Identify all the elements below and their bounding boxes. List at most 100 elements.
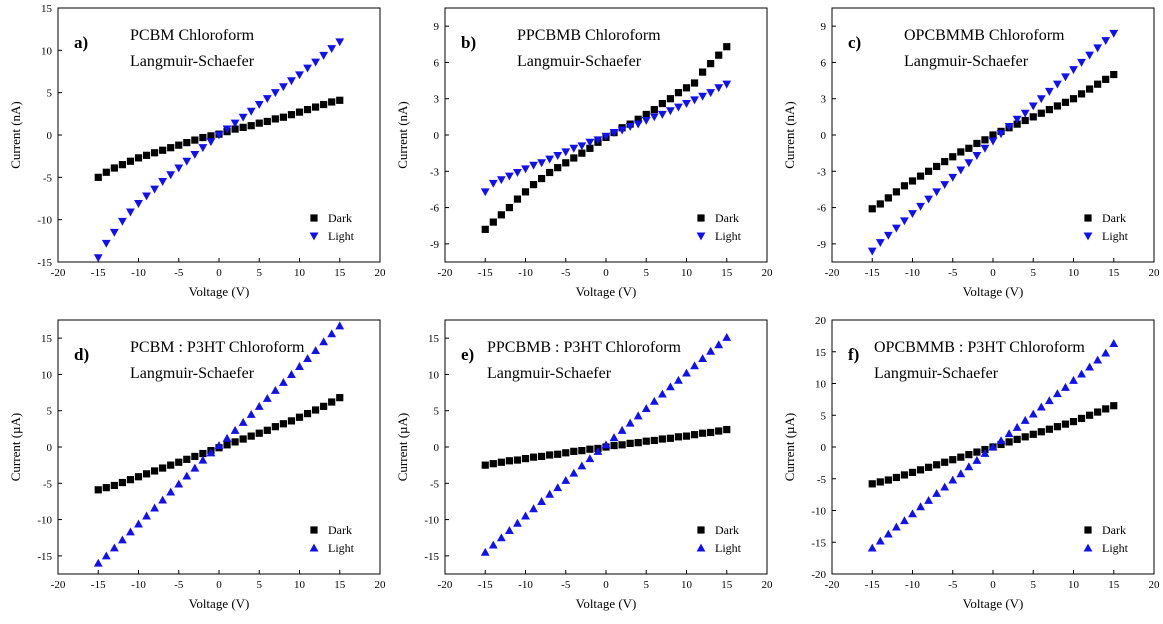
data-point-dark [989, 131, 997, 139]
data-point-light [593, 136, 603, 145]
data-point-dark [973, 139, 981, 148]
y-tick-label: 15 [41, 3, 53, 15]
y-tick-label: 15 [815, 347, 827, 359]
data-point-dark [570, 154, 578, 162]
data-point-light [109, 543, 119, 552]
data-point-dark [336, 394, 344, 402]
data-point-dark [175, 141, 183, 149]
y-tick-label: 5 [47, 406, 53, 418]
data-point-light [916, 202, 925, 211]
legend-marker-light [696, 543, 706, 552]
x-tick-label: -5 [948, 267, 958, 279]
panel-subtitle: Langmuir-Schaefer [874, 365, 999, 382]
legend-marker-dark [310, 526, 318, 534]
data-point-light [529, 504, 538, 513]
data-point-dark [682, 84, 691, 92]
data-point-dark [570, 447, 578, 455]
panel-subtitle: Langmuir-Schaefer [130, 53, 255, 70]
data-point-dark [908, 177, 917, 185]
data-point-dark [505, 203, 513, 212]
y-axis-label: Current (µA) [8, 413, 23, 482]
x-tick-label: 5 [1031, 267, 1037, 279]
data-point-dark [287, 111, 296, 119]
data-point-light [674, 375, 683, 384]
data-point-dark [159, 464, 167, 472]
data-point-light [279, 378, 288, 386]
data-point-light [601, 440, 611, 449]
data-point-dark [279, 420, 287, 428]
legend-label-dark: Dark [1102, 211, 1126, 225]
data-point-light [714, 84, 724, 93]
data-point-light [609, 129, 619, 137]
data-point-dark [868, 205, 876, 213]
legend-marker-dark [1084, 526, 1092, 534]
y-axis-label: Current (nA) [782, 101, 797, 169]
panel-title: PPCBMB : P3HT Chloroform [487, 339, 682, 356]
data-point-light [1093, 44, 1103, 53]
y-tick-label: 5 [434, 406, 440, 418]
y-tick-label: 0 [821, 442, 827, 454]
data-point-light [561, 148, 571, 157]
x-tick-label: 10 [681, 579, 693, 591]
data-point-dark [538, 452, 546, 461]
y-tick-label: 15 [428, 333, 440, 345]
data-point-dark [239, 123, 247, 131]
data-point-light [1061, 382, 1070, 391]
data-point-dark [505, 457, 513, 465]
x-axis-label: Voltage (V) [963, 596, 1024, 611]
panel-title: OPCBMMB Chloroform [904, 27, 1065, 44]
x-tick-label: 0 [990, 579, 996, 591]
x-axis-label: Voltage (V) [189, 284, 250, 299]
data-point-dark [538, 174, 546, 183]
data-point-dark [183, 455, 191, 463]
data-point-light [158, 495, 168, 504]
data-point-dark [546, 451, 554, 459]
x-tick-label: -10 [518, 579, 533, 591]
x-tick-label: -20 [51, 579, 66, 591]
x-tick-label: 0 [990, 267, 996, 279]
data-point-dark [682, 432, 691, 440]
data-point-dark [586, 445, 594, 453]
data-point-dark [1094, 408, 1102, 416]
y-tick-label: 5 [821, 410, 827, 422]
data-point-light [617, 126, 627, 135]
data-point-light [996, 130, 1006, 139]
y-tick-label: 6 [821, 57, 827, 69]
data-point-light [569, 468, 579, 477]
data-point-dark [110, 164, 118, 172]
data-point-dark [674, 433, 683, 441]
data-point-light [972, 455, 982, 464]
y-tick-label: 0 [434, 130, 440, 142]
data-point-dark [513, 195, 522, 203]
data-point-light [666, 382, 675, 391]
y-tick-label: -5 [43, 478, 53, 490]
data-point-light [182, 157, 192, 166]
data-point-light [521, 165, 530, 174]
data-point-dark [134, 154, 143, 162]
y-tick-label: -10 [811, 506, 826, 518]
data-point-light [609, 433, 619, 442]
data-point-light [633, 120, 643, 129]
data-point-light [722, 333, 732, 341]
data-point-light [505, 526, 514, 534]
y-tick-label: 9 [434, 21, 440, 33]
data-point-light [254, 401, 264, 410]
data-point-light [932, 188, 942, 197]
data-point-dark [513, 456, 522, 464]
y-tick-label: -15 [811, 537, 826, 549]
data-point-dark [102, 168, 110, 176]
data-point-dark [876, 200, 884, 208]
data-point-light [867, 247, 877, 256]
data-point-light [1036, 95, 1046, 104]
data-point-light [150, 185, 159, 194]
legend-marker-light [309, 543, 319, 552]
legend-marker-dark [697, 526, 705, 534]
y-tick-label: 0 [434, 442, 440, 454]
data-point-light [682, 100, 691, 108]
data-point-light [940, 181, 950, 189]
data-point-light [1012, 422, 1022, 431]
data-point-dark [973, 448, 981, 456]
data-point-dark [610, 441, 618, 450]
data-point-light [311, 58, 320, 67]
y-tick-label: -5 [817, 474, 827, 486]
